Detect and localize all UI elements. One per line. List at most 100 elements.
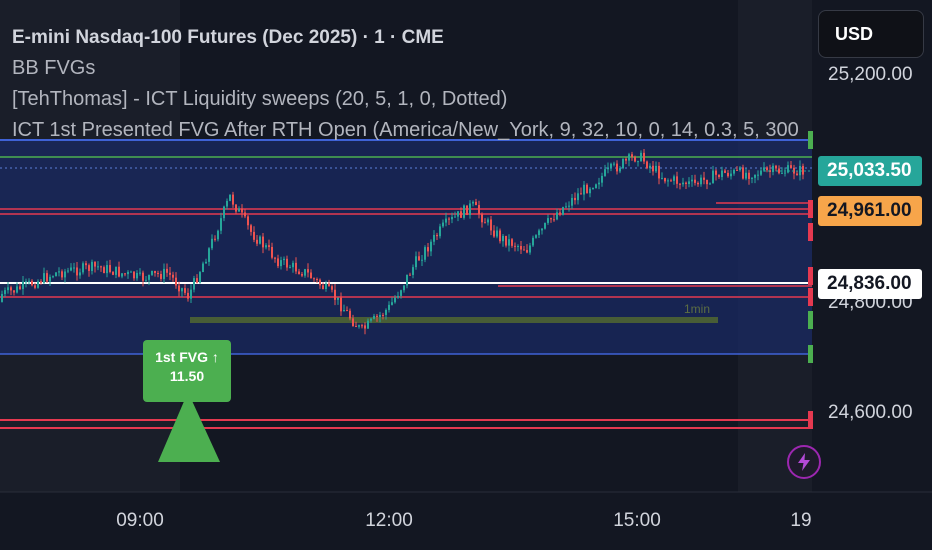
candle-body [541,228,543,231]
candle-body [325,283,327,289]
candle-body [376,315,378,317]
candle-body [370,318,372,321]
currency-button[interactable]: USD [818,10,924,58]
candle-body [748,172,750,179]
candle-body [568,205,570,207]
candle-body [121,273,123,277]
candle-body [271,246,273,258]
candle-body [742,167,744,179]
candle-body [190,289,192,299]
candle-body [397,295,399,298]
candle-body [31,280,33,286]
candle-body [157,272,159,274]
candle-body [772,165,774,173]
candle-body [676,176,678,184]
candle-body [313,278,315,280]
candle-body [571,197,573,206]
triangle-up-icon [158,392,220,462]
candle-body [724,170,726,173]
candle-body [355,326,357,328]
candle-body [637,161,639,163]
candle-body [718,174,720,177]
candle-body [745,172,747,179]
candle-body [703,177,705,180]
candle-body [658,165,660,179]
candle-body [175,277,177,286]
time-axis-label: 09:00 [116,510,164,531]
candle-body [565,206,567,208]
candle-body [229,194,231,201]
candle-body [148,274,150,280]
symbol-title[interactable]: E-mini Nasdaq-100 Futures (Dec 2025) · 1… [12,27,444,48]
candle-body [334,289,336,300]
candle-body [40,281,42,283]
candle-body [508,239,510,246]
candle-body [343,310,345,312]
candle-body [109,265,111,272]
candle-body [466,205,468,215]
candle-body [538,230,540,236]
candle-body [16,286,18,293]
candle-body [73,267,75,269]
candle-body [445,218,447,223]
level-marker [808,411,813,429]
fvg-annotation-title: 1st FVG ↑ [155,349,219,365]
candle-body [787,165,789,173]
candle-body [25,281,27,283]
candle-body [622,158,624,169]
candle-body [91,261,93,271]
indicator-liquidity-sweeps[interactable]: [TehThomas] - ICT Liquidity sweeps (20, … [12,88,508,110]
candle-body [244,212,246,217]
candle-body [361,325,363,327]
candle-body [256,239,258,244]
indicator-first-fvg[interactable]: ICT 1st Presented FVG After RTH Open (Am… [12,119,799,141]
candle-body [241,208,243,213]
candle-body [460,211,462,218]
candle-body [160,273,162,279]
candle-body [697,182,699,185]
candle-body [94,261,96,267]
candle-body [727,172,729,177]
candle-body [613,163,615,165]
candle-body [463,205,465,218]
candle-body [310,272,312,279]
candle-body [13,290,15,293]
candle-body [328,283,330,287]
candle-body [136,272,138,279]
candle-body [472,201,474,204]
candle-body [529,245,531,253]
candle-body [520,246,522,250]
chart-legend: E-mini Nasdaq-100 Futures (Dec 2025) · 1… [12,22,812,146]
candle-body [586,184,588,194]
candle-body [331,286,333,290]
candle-body [688,181,690,185]
level-marker [808,200,813,218]
candle-body [154,270,156,273]
candle-body [502,235,504,242]
candle-body [301,274,303,276]
candle-body [760,170,762,175]
candle-body [235,204,237,212]
candle-body [481,214,483,223]
candle-body [268,245,270,247]
candle-body [55,272,57,277]
candle-body [562,207,564,215]
candle-body [523,249,525,251]
candle-body [403,285,405,291]
candle-body [736,169,738,171]
candle-body [436,234,438,237]
candle-body [505,235,507,246]
indicator-bb-fvgs[interactable]: BB FVGs [12,57,96,79]
candle-body [604,169,606,176]
candle-body [226,200,228,207]
candle-body [427,247,429,252]
candle-body [433,234,435,242]
candle-body [442,222,444,227]
alert-button[interactable] [787,445,821,479]
candle-body [337,297,339,300]
candle-body [88,265,90,271]
candle-body [667,180,669,182]
candle-body [172,274,174,278]
